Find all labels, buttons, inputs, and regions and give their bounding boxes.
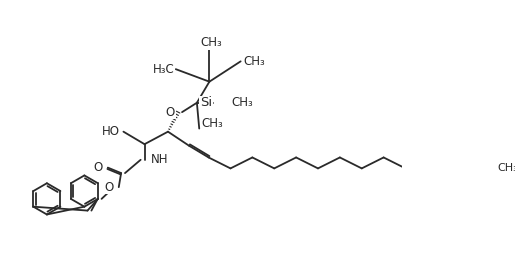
Text: CH₃: CH₃ — [243, 55, 265, 68]
Text: Si: Si — [200, 96, 212, 109]
Text: CH₃: CH₃ — [201, 117, 224, 130]
Text: HO: HO — [102, 125, 121, 138]
Text: O: O — [105, 181, 114, 194]
Text: O: O — [93, 161, 102, 174]
Text: CH₃: CH₃ — [201, 36, 222, 49]
Text: NH: NH — [151, 153, 168, 166]
Text: CH₃: CH₃ — [497, 163, 515, 173]
Text: H₃C: H₃C — [152, 63, 174, 76]
Text: O: O — [166, 106, 175, 119]
Text: CH₃: CH₃ — [231, 96, 253, 109]
